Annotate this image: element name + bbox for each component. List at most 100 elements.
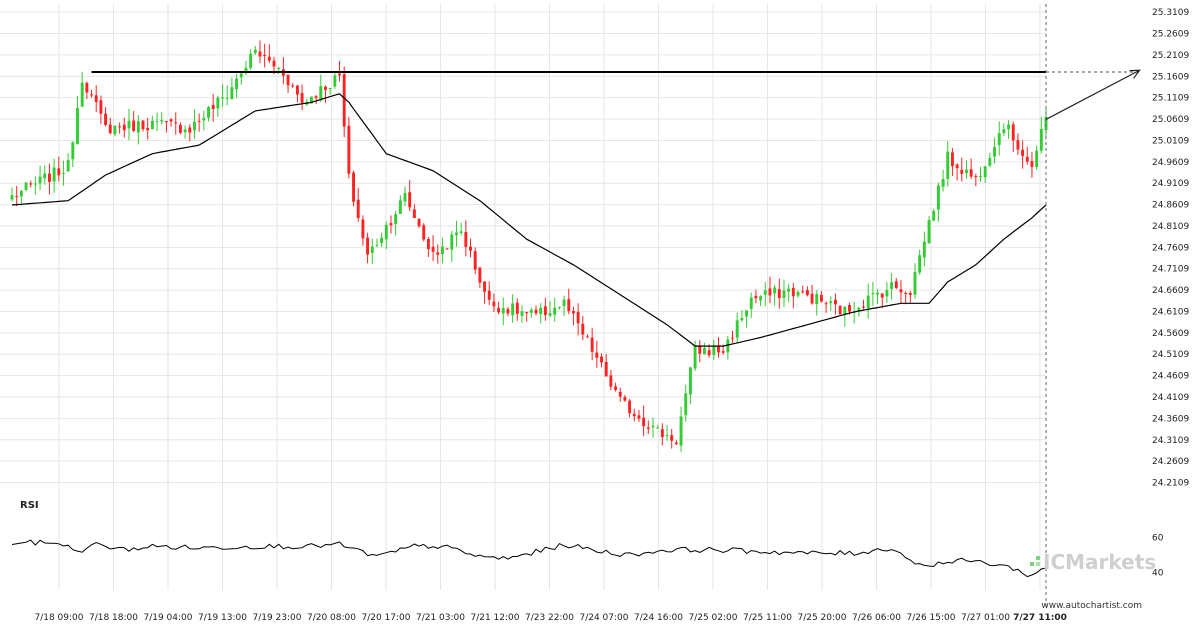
candle-body <box>33 183 37 185</box>
candle-body <box>104 113 108 125</box>
price-y-tick-label: 24.6609 <box>1152 286 1189 296</box>
candle-body <box>876 292 880 295</box>
x-tick-label: 7/25 02:00 <box>688 613 737 623</box>
candle-body <box>754 295 758 299</box>
candle-body <box>211 105 215 110</box>
candle-body <box>239 73 243 78</box>
candle-body <box>782 290 786 298</box>
candle-body <box>590 337 594 352</box>
candle-body <box>412 209 416 219</box>
candle-body <box>717 345 720 353</box>
candle-body <box>950 152 954 167</box>
candle-body <box>899 289 903 293</box>
candle-body <box>455 232 458 236</box>
candle-body <box>993 147 996 157</box>
x-tick-label: 7/23 22:00 <box>525 613 574 623</box>
candle-body <box>848 305 851 312</box>
candle-body <box>557 306 561 308</box>
candle-body <box>221 97 224 99</box>
candle-body <box>473 251 477 270</box>
candle-body <box>801 291 805 293</box>
candle-body <box>361 219 365 239</box>
candle-body <box>632 413 636 417</box>
candle-body <box>267 56 271 61</box>
candle-body <box>380 237 384 244</box>
candle-body <box>450 234 454 250</box>
price-y-tick-label: 24.7109 <box>1152 265 1189 275</box>
candle-body <box>567 299 571 312</box>
candle-body <box>90 94 93 96</box>
price-y-tick-label: 25.3109 <box>1152 8 1189 18</box>
candle-body <box>759 296 763 301</box>
candle-body <box>637 415 641 419</box>
rsi-line <box>11 539 1047 578</box>
candle-body <box>384 224 388 240</box>
rsi-y-tick-label: 40 <box>1152 569 1164 579</box>
candle-body <box>525 311 529 313</box>
candle-body <box>763 290 767 295</box>
candle-body <box>295 85 299 95</box>
candle-body <box>459 231 463 234</box>
price-y-tick-label: 24.8609 <box>1152 201 1189 211</box>
candle-body <box>660 429 664 438</box>
x-tick-label: 7/21 03:00 <box>416 613 465 623</box>
candle-body <box>562 299 566 307</box>
candle-body <box>735 320 739 338</box>
candle-body <box>684 393 688 416</box>
candle-body <box>258 51 262 57</box>
candle-body <box>543 306 547 315</box>
x-tick-label: 7/20 17:00 <box>361 613 410 623</box>
candle-body <box>497 307 501 313</box>
candle-body <box>57 168 61 176</box>
candle-body <box>979 176 982 178</box>
candle-body <box>1044 116 1048 131</box>
candle-body <box>571 311 575 314</box>
price-y-tick-label: 25.1609 <box>1152 72 1189 82</box>
candle-body <box>319 86 323 101</box>
candle-body <box>946 151 950 179</box>
candle-body <box>548 313 552 316</box>
price-y-tick-label: 25.0109 <box>1152 136 1189 146</box>
candle-body <box>160 120 164 122</box>
candle-body <box>483 281 487 292</box>
candle-body <box>132 120 136 131</box>
candle-body <box>478 267 482 283</box>
rsi-layer: RSI <box>11 500 1047 578</box>
candle-body <box>398 200 402 214</box>
candle-body <box>309 96 313 104</box>
price-y-tick-label: 24.5109 <box>1152 350 1189 360</box>
candle-body <box>1035 150 1039 168</box>
candle-body <box>286 75 290 86</box>
candle-body <box>225 97 229 99</box>
candle-body <box>679 416 683 446</box>
price-y-tick-label: 25.2609 <box>1152 30 1189 40</box>
candle-body <box>150 120 154 129</box>
candle-body <box>193 121 196 131</box>
candle-body <box>1039 128 1043 151</box>
candle-body <box>707 350 711 356</box>
x-tick-label: 7/18 18:00 <box>89 613 138 623</box>
candle-body <box>932 210 936 221</box>
candle-body <box>819 295 823 302</box>
candle-body <box>885 289 889 297</box>
candle-body <box>721 351 725 353</box>
candle-body <box>829 301 833 304</box>
candle-body <box>529 309 533 313</box>
candle-body <box>118 126 122 128</box>
price-y-tick-label: 24.9609 <box>1152 158 1189 168</box>
candle-body <box>712 346 716 356</box>
x-tick-label: 7/25 20:00 <box>797 613 846 623</box>
candle-body <box>370 246 374 253</box>
candle-body <box>913 272 917 295</box>
x-tick-label: 7/27 01:00 <box>961 613 1010 623</box>
x-tick-label: 7/19 04:00 <box>143 613 192 623</box>
candle-body <box>609 375 613 387</box>
candle-body <box>244 67 248 74</box>
x-tick-label: 7/20 08:00 <box>307 613 356 623</box>
x-tick-label: 7/24 16:00 <box>634 613 683 623</box>
candle-body <box>328 87 332 90</box>
candle-body <box>178 124 182 133</box>
moving-average-line <box>11 93 1047 347</box>
candle-body <box>207 107 210 118</box>
